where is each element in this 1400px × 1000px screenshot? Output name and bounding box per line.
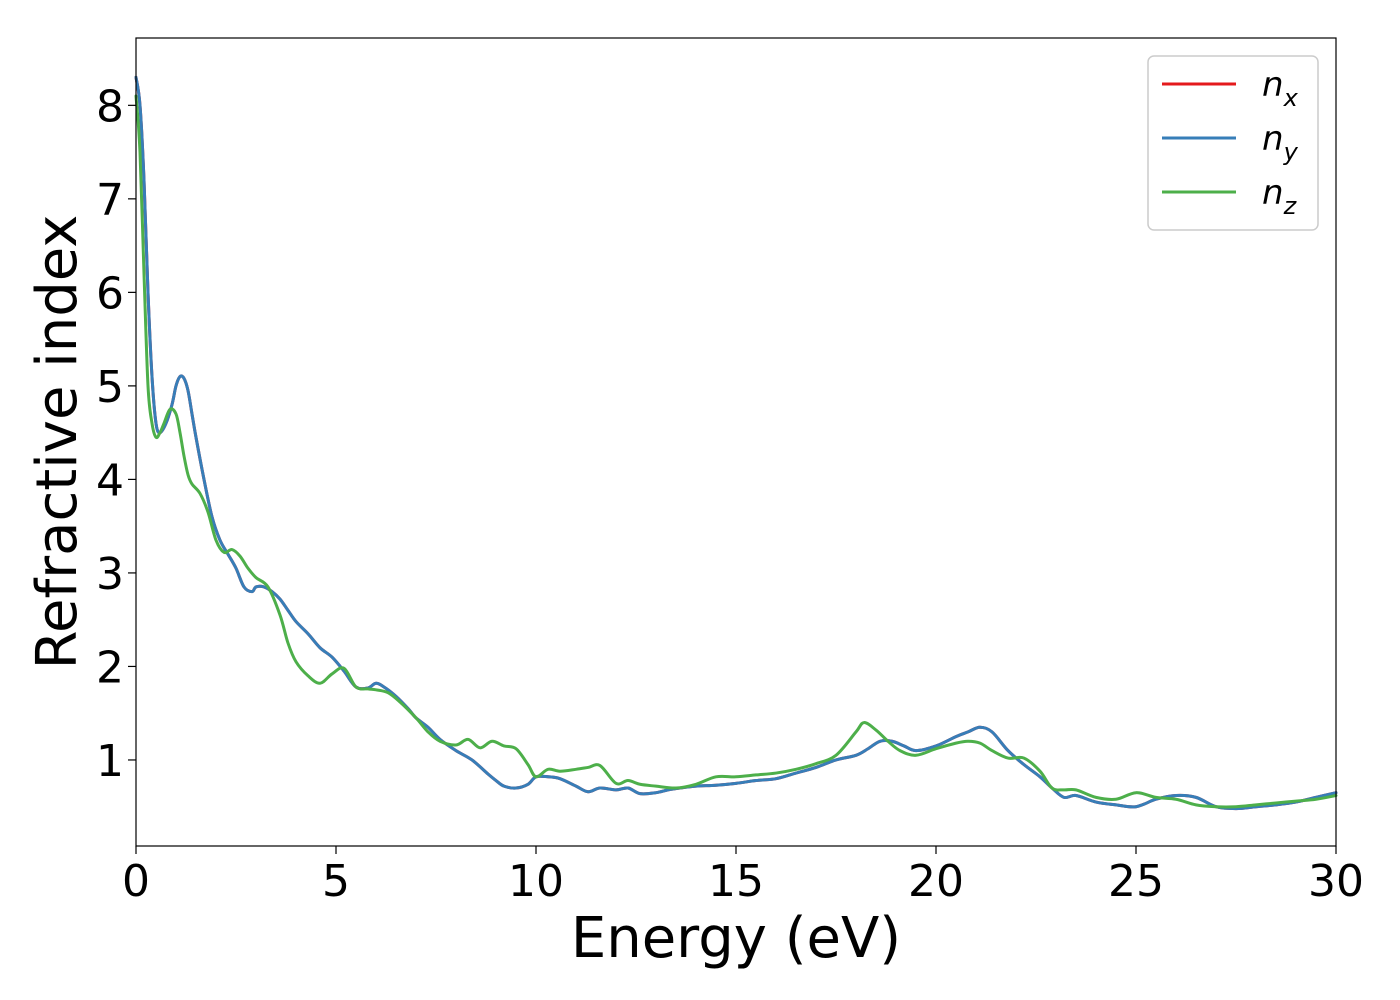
legend-label-n-y: ny <box>1262 119 1299 166</box>
series-line-n-z <box>134 94 1338 809</box>
y-tick-label: 6 <box>96 268 124 319</box>
plot-background <box>136 38 1336 846</box>
y-tick-label: 7 <box>96 175 124 226</box>
y-axis-label: Refractive index <box>25 215 90 670</box>
y-tick-label: 3 <box>96 549 124 600</box>
legend-label-n-z: nz <box>1262 173 1298 220</box>
legend: nx ny nz <box>1147 55 1319 231</box>
y-tick-label: 5 <box>96 362 124 413</box>
series-layer <box>134 75 1338 811</box>
x-tick-label: 10 <box>508 856 564 907</box>
x-axis-label: Energy (eV) <box>571 906 901 971</box>
legend-label-n-x: nx <box>1262 65 1299 112</box>
x-tick-label: 20 <box>908 856 964 907</box>
x-axis-ticks: 0 5 10 15 20 25 30 <box>122 846 1364 907</box>
y-tick-label: 4 <box>96 455 124 506</box>
y-tick-label: 2 <box>96 642 124 693</box>
y-axis-ticks: 1 2 3 4 5 6 7 8 <box>96 81 136 787</box>
legend-box <box>1147 55 1319 231</box>
x-tick-label: 5 <box>322 856 350 907</box>
y-tick-label: 8 <box>96 81 124 132</box>
x-tick-label: 0 <box>122 856 150 907</box>
x-tick-label: 25 <box>1108 856 1164 907</box>
y-tick-label: 1 <box>96 736 124 787</box>
x-tick-label: 30 <box>1308 856 1364 907</box>
x-tick-label: 15 <box>708 856 764 907</box>
